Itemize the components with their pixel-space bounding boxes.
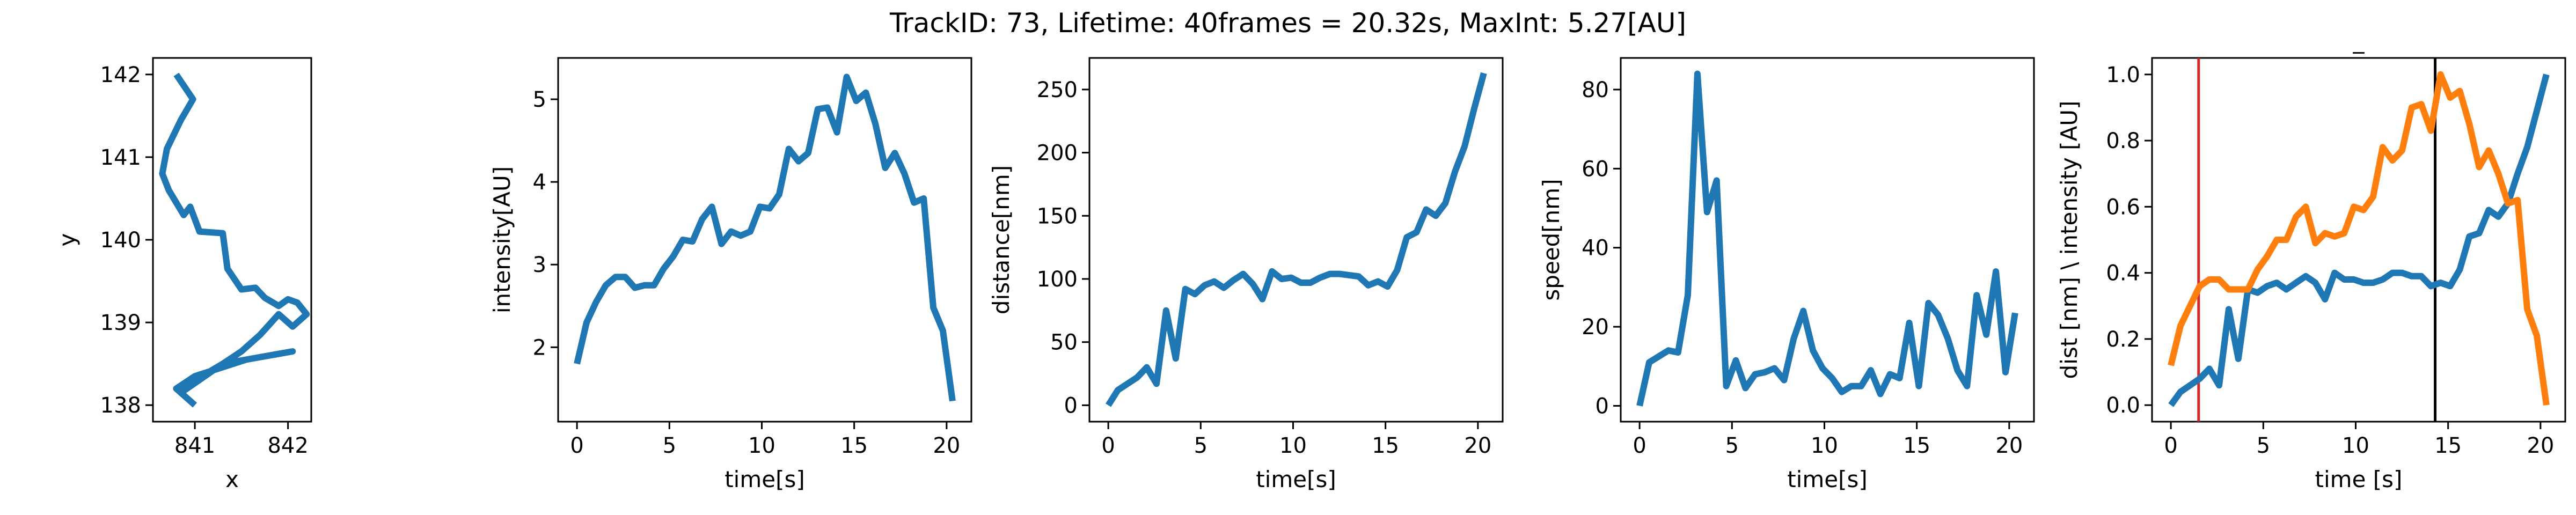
x-tick-label: 10 [748, 433, 775, 458]
subplot-5: 0 5 10 15 20 0.0 0.2 0.4 0.6 0.8 1.0 time [s] dist [… [2056, 27, 2566, 492]
subplot-title: _ [2353, 27, 2365, 54]
y-tick-label: 0 [1064, 393, 1078, 418]
x-tick-label: 5 [663, 433, 676, 458]
x-tick-label: 15 [1372, 433, 1399, 458]
x-tick-label: 10 [1811, 433, 1838, 458]
x-tick-label: 0 [1101, 433, 1115, 458]
y-tick-label: 0.6 [2106, 195, 2140, 219]
series-line-2 [2168, 71, 2550, 406]
x-tick-label: 20 [1995, 433, 2023, 458]
x-axis-label: time[s] [1256, 466, 1336, 492]
y-tick-label: 40 [1582, 236, 1609, 261]
y-tick-label: 150 [1037, 204, 1078, 229]
y-tick-label: 140 [100, 228, 141, 253]
y-tick-label: 20 [1582, 315, 1609, 340]
y-tick-label: 0.4 [2106, 261, 2140, 286]
y-tick-label: 142 [100, 63, 141, 87]
y-tick-label: 0.0 [2106, 393, 2140, 418]
y-tick-label: 138 [100, 393, 141, 418]
x-tick-label: 10 [2342, 433, 2369, 458]
y-axis-label: y [54, 233, 80, 247]
x-axis-label: time [s] [2315, 466, 2403, 492]
series-line-1 [159, 72, 310, 408]
x-tick-label: 5 [1725, 433, 1739, 458]
y-tick-label: 60 [1582, 157, 1609, 181]
axes-frame [1620, 57, 2035, 423]
x-tick-label: 20 [1464, 433, 1491, 458]
y-tick-label: 0 [1596, 394, 1609, 419]
axes-frame [2151, 57, 2566, 423]
y-tick-label: 80 [1582, 78, 1609, 102]
y-tick-label: 1.0 [2106, 63, 2140, 87]
figure-title: TrackID: 73, Lifetime: 40frames = 20.32s… [890, 8, 1686, 39]
x-tick-label: 0 [570, 433, 583, 458]
x-tick-label: 842 [267, 433, 308, 458]
y-tick-label: 3 [533, 253, 546, 277]
y-tick-label: 200 [1037, 141, 1078, 166]
series-line-1 [2168, 73, 2550, 407]
series-line-1 [1106, 72, 1487, 407]
y-tick-label: 139 [100, 311, 141, 335]
x-tick-label: 20 [933, 433, 960, 458]
x-tick-label: 15 [1903, 433, 1930, 458]
x-axis-label: time[s] [1787, 466, 1868, 492]
series-line-1 [574, 73, 956, 402]
x-tick-label: 20 [2527, 433, 2554, 458]
axes-frame [1088, 57, 1504, 423]
axes-frame [557, 57, 972, 423]
y-tick-label: 50 [1050, 330, 1078, 355]
y-tick-label: 141 [100, 145, 141, 170]
series-line-1 [1636, 70, 2018, 407]
y-tick-label: 5 [533, 87, 546, 112]
x-axis-label: x [225, 466, 239, 492]
x-tick-label: 5 [2257, 433, 2270, 458]
x-tick-label: 10 [1279, 433, 1307, 458]
y-tick-label: 0.8 [2106, 129, 2140, 153]
x-tick-label: 15 [2434, 433, 2462, 458]
y-axis-label: dist [nm] \ intensity [AU] [2056, 101, 2082, 379]
y-axis-label: speed[nm] [1538, 179, 1564, 300]
x-axis-label: time[s] [724, 466, 805, 492]
x-tick-label: 15 [840, 433, 868, 458]
x-tick-label: 841 [174, 433, 215, 458]
y-axis-label: distance[nm] [988, 165, 1014, 314]
y-tick-label: 2 [533, 335, 546, 360]
subplot-3: 0 5 10 15 20050100150200250time[s]distance[n… [988, 57, 1504, 492]
subplot-2: 0 5 10 15 20 2 3 4 5 time[s] intensity[AU] [489, 57, 972, 492]
y-tick-label: 250 [1037, 78, 1078, 102]
y-axis-label: intensity[AU] [489, 166, 515, 313]
x-tick-label: 0 [1633, 433, 1646, 458]
y-tick-label: 4 [533, 170, 546, 195]
subplot-4: 0 5 10 15 20 0 20 40 60 80 time[s] speed[nm] [1538, 57, 2035, 492]
y-tick-label: 100 [1037, 267, 1078, 292]
y-tick-label: 0.2 [2106, 327, 2140, 352]
x-tick-label: 0 [2164, 433, 2177, 458]
x-tick-label: 5 [1194, 433, 1208, 458]
subplot-1: 841 842 138 139 140 141 142 x y [54, 57, 312, 492]
